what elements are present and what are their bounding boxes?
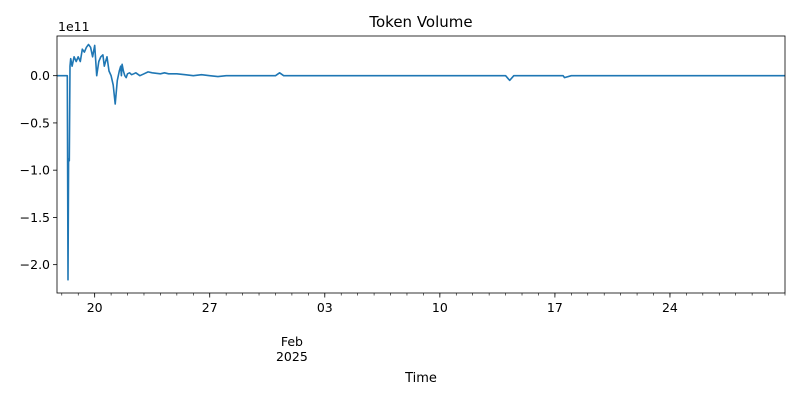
chart-title: Token Volume [368,13,472,31]
y-tick-label: −1.0 [20,163,50,178]
series-line-0 [57,43,785,281]
y-tick-label: 0.0 [30,68,50,83]
x-year-label: 2025 [276,349,308,364]
x-tick-label: 03 [317,300,333,315]
x-tick-label: 24 [662,300,678,315]
y-axis: 0.0 −0.5 −1.0 −1.5 −2.0 [20,68,57,272]
x-month-label: Feb [281,334,303,349]
x-tick-label: 27 [202,300,218,315]
y-tick-label: −2.0 [20,257,50,272]
x-tick-label: 17 [547,300,563,315]
y-tick-label: −0.5 [20,115,50,130]
x-tick-label: 20 [87,300,103,315]
x-tick-label: 10 [432,300,448,315]
plot-area [56,35,786,294]
plot-frame [56,35,786,294]
y-tick-label: −1.5 [20,210,50,225]
x-axis-label: Time [404,371,437,386]
y-scale-label: 1e11 [58,19,90,34]
